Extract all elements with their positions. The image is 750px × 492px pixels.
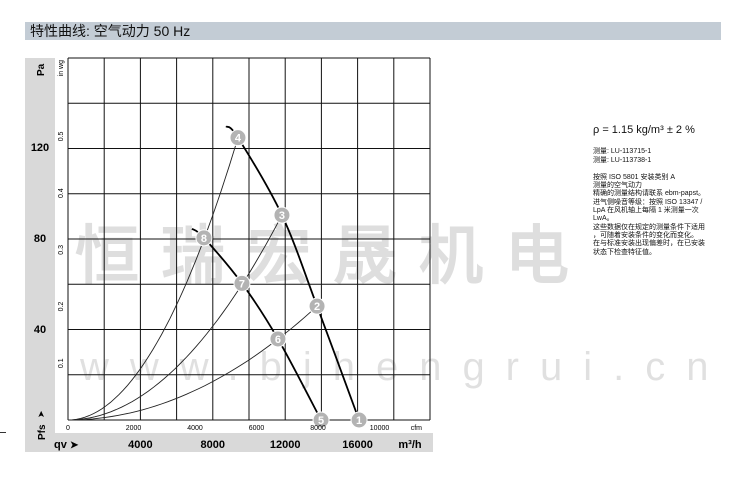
x-unit-label: m³/h <box>398 439 422 451</box>
cfm-tick-label: 0 <box>66 425 70 432</box>
x-axis-band <box>25 433 433 452</box>
inwg-tick-label: 0.4 <box>58 188 65 198</box>
system-curve <box>67 137 239 421</box>
operating-point-marker <box>350 411 368 429</box>
operating-point-label: 4 <box>235 133 242 145</box>
operating-point-marker <box>273 206 291 224</box>
operating-point-label: 1 <box>356 415 362 427</box>
note-line: 在与标准安装出现偏差时，在已安装 <box>593 240 705 248</box>
note-line: LwA。 <box>593 215 614 223</box>
inwg-tick-label: 0.1 <box>58 358 65 368</box>
operating-point-marker <box>195 229 213 247</box>
cfm-tick-label: 10000 <box>370 425 390 432</box>
y-tick-label: 80 <box>34 233 46 245</box>
cfm-unit-label: cfm <box>411 425 422 432</box>
operating-point-label: 6 <box>275 334 281 346</box>
note-line: 精确的测量结构请联系 ebm-papst。 <box>593 190 706 198</box>
operating-point-label: 7 <box>239 278 245 290</box>
x-axis-label: qv <box>54 439 68 451</box>
header-bar: 特性曲线: 空气动力 50 Hz <box>25 22 721 40</box>
operating-point-marker <box>233 274 251 292</box>
y-axis-label: Pfs <box>37 424 48 440</box>
cfm-tick-label: 4000 <box>187 425 203 432</box>
operating-point-label: 3 <box>279 210 285 222</box>
grid <box>67 57 431 421</box>
inwg-unit-label: in wg <box>58 60 65 76</box>
note-line: 状态下检查特征值。 <box>593 248 656 256</box>
note-line: LpA 在风机轴上每隔 1 米测量一次 <box>593 207 699 215</box>
operating-point-label: 2 <box>314 301 320 313</box>
y-axis-arrow: ➤ <box>36 410 46 418</box>
operating-point-marker <box>308 297 326 315</box>
air-density: ρ = 1.15 kg/m³ ± 2 % <box>593 124 695 136</box>
inwg-tick-label: 0.3 <box>58 245 65 255</box>
cfm-tick-label: 6000 <box>249 425 265 432</box>
inwg-tick-label: 0.2 <box>58 302 65 312</box>
note-line: ，可随着安装条件的变化而变化。 <box>593 231 698 239</box>
operating-point-marker <box>312 411 330 429</box>
y-axis-band <box>25 58 55 452</box>
note-line: 测量的空气动力 <box>593 182 642 190</box>
operating-point-marker <box>269 330 287 348</box>
x-tick-label: 4000 <box>128 439 152 451</box>
measurement: 测量: LU-113715-1 <box>593 148 652 156</box>
operating-points: 1 2 3 4 5 6 7 8 <box>195 129 368 429</box>
note-line: 按照 ISO 5801 安装类别 A <box>593 173 676 181</box>
x-tick-label: 16000 <box>342 439 373 451</box>
axis-labels: 4000 8000 12000 16000 m³/hqv ➤0 2000 4000 6000 80… <box>31 60 422 451</box>
inwg-tick-label: 0.5 <box>58 131 65 141</box>
page-title: 特性曲线: 空气动力 50 Hz <box>30 23 191 39</box>
info-panel: ρ = 1.15 kg/m³ ± 2 % 测量: LU-113715-1 测量:… <box>593 124 733 257</box>
y-unit-label: Pa <box>36 63 47 76</box>
operating-point-label: 5 <box>318 415 324 427</box>
watermark-text: 恒瑞宏晟机电 <box>75 220 591 292</box>
note-line: 这些数据仅在规定的测量条件下适用 <box>593 223 705 231</box>
x-tick-label: 8000 <box>201 439 225 451</box>
divider <box>0 432 6 433</box>
cfm-tick-label: 8000 <box>310 425 326 432</box>
measurement: 测量: LU-113738-1 <box>593 156 652 164</box>
note-line: 进气侧噪音等级：按照 ISO 13347 / <box>593 198 703 206</box>
operating-point-marker <box>229 129 247 147</box>
cfm-tick-label: 2000 <box>126 425 142 432</box>
x-tick-label: 12000 <box>270 439 301 451</box>
operating-point-label: 8 <box>201 233 207 245</box>
x-axis-arrow: ➤ <box>70 440 79 451</box>
y-tick-label: 40 <box>34 324 46 336</box>
y-tick-label: 120 <box>31 142 49 154</box>
